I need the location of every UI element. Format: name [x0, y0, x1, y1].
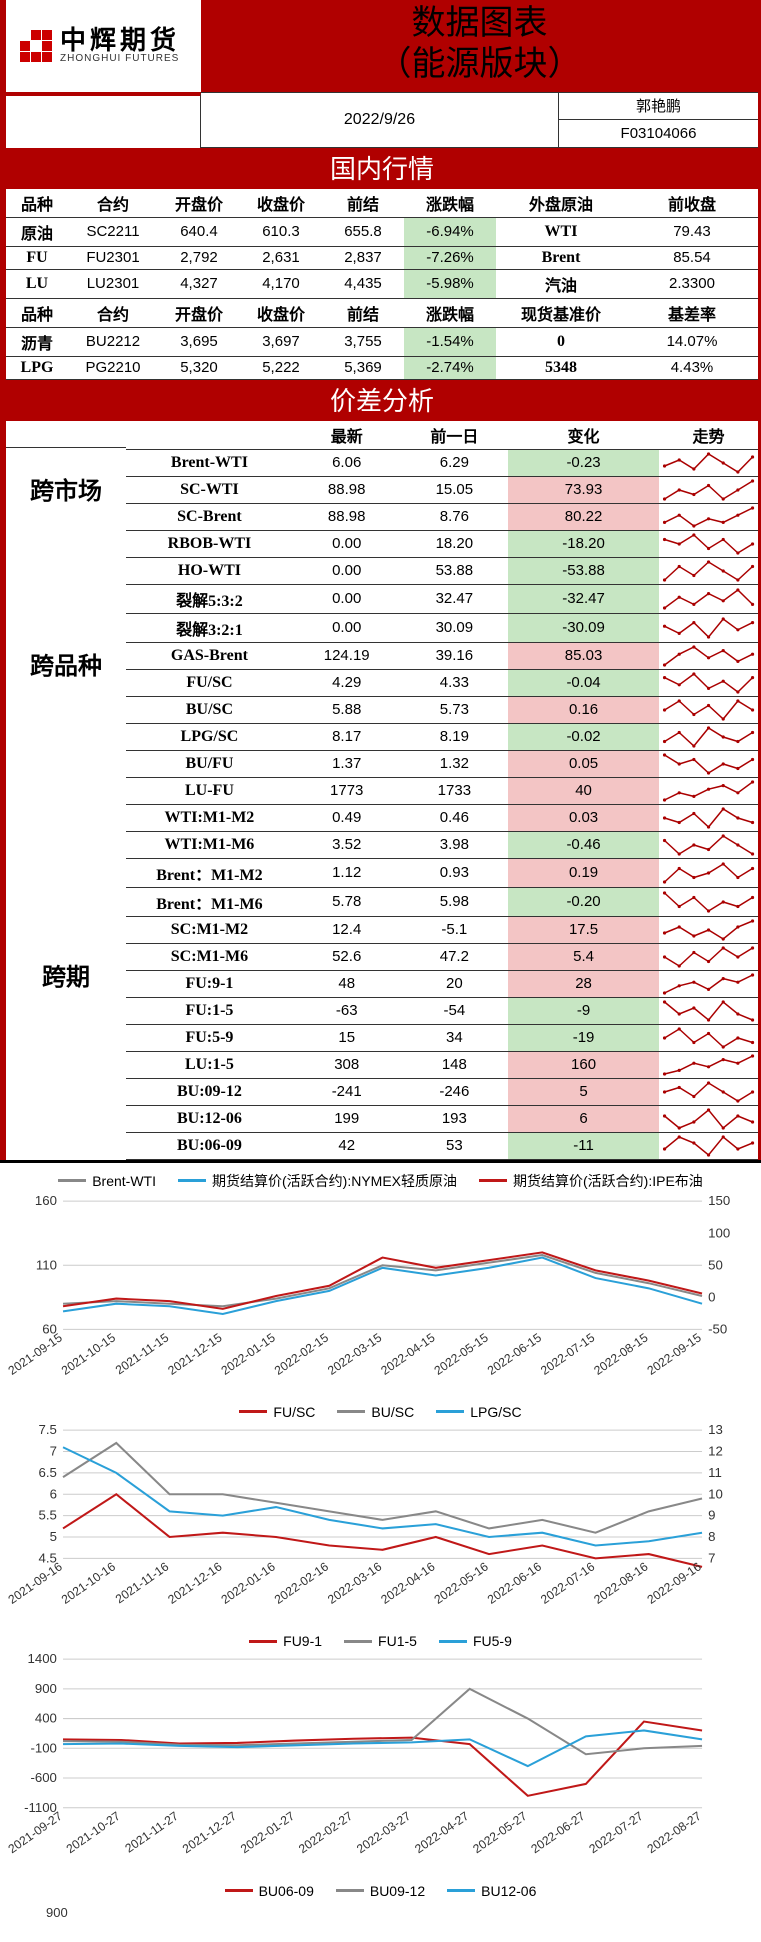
svg-text:2022-02-15: 2022-02-15: [272, 1330, 331, 1377]
svg-text:2021-11-16: 2021-11-16: [113, 1559, 172, 1606]
logo-icon: [20, 30, 52, 62]
svg-text:1400: 1400: [27, 1651, 56, 1666]
svg-text:900: 900: [35, 1681, 57, 1696]
svg-text:12: 12: [708, 1443, 723, 1458]
svg-text:2022-03-27: 2022-03-27: [354, 1809, 413, 1856]
meta-row: 2022/9/26 郭艳鹏 F03104066: [6, 92, 758, 148]
svg-text:2021-09-27: 2021-09-27: [6, 1809, 65, 1856]
svg-text:50: 50: [708, 1257, 723, 1272]
svg-text:7.5: 7.5: [39, 1422, 57, 1437]
svg-text:2021-12-15: 2021-12-15: [165, 1330, 224, 1377]
svg-text:10: 10: [708, 1486, 723, 1501]
svg-text:2022-03-15: 2022-03-15: [325, 1330, 384, 1377]
svg-text:2022-05-15: 2022-05-15: [432, 1330, 491, 1377]
chart-crude: Brent-WTI期货结算价(活跃合约):NYMEX轻质原油期货结算价(活跃合约…: [4, 1171, 757, 1386]
svg-text:2022-07-15: 2022-07-15: [538, 1330, 597, 1377]
svg-text:400: 400: [35, 1711, 57, 1726]
svg-text:2022-08-15: 2022-08-15: [591, 1330, 650, 1377]
svg-text:11: 11: [708, 1465, 722, 1480]
svg-text:13: 13: [708, 1422, 723, 1437]
section-spread: 价差分析: [6, 380, 758, 421]
svg-text:2022-09-16: 2022-09-16: [645, 1559, 704, 1606]
svg-text:100: 100: [708, 1225, 730, 1240]
svg-text:8: 8: [708, 1529, 715, 1544]
svg-text:2022-01-16: 2022-01-16: [219, 1559, 278, 1606]
spread-wrap: 跨市场跨品种跨期 最新前一日变化走势Brent-WTI6.066.29-0.23…: [6, 421, 758, 1160]
svg-text:110: 110: [36, 1257, 57, 1272]
svg-text:2021-12-27: 2021-12-27: [180, 1809, 239, 1856]
svg-text:-600: -600: [30, 1770, 56, 1785]
title-line1: 数据图表: [201, 4, 758, 45]
domestic-table: 品种合约开盘价收盘价前结涨跌幅外盘原油前收盘原油SC2211640.4610.3…: [6, 189, 758, 380]
svg-text:2022-06-16: 2022-06-16: [485, 1559, 544, 1606]
svg-text:2022-04-27: 2022-04-27: [412, 1809, 471, 1856]
chart-fu-spreads: FU9-1FU1-5FU5-9-1100-600-100400900140020…: [4, 1633, 757, 1865]
svg-text:2022-05-27: 2022-05-27: [470, 1809, 529, 1856]
svg-text:-100: -100: [30, 1741, 56, 1756]
svg-text:2022-04-15: 2022-04-15: [378, 1330, 437, 1377]
logo-en: ZHONGHUI FUTURES: [60, 54, 180, 65]
svg-text:2022-08-27: 2022-08-27: [645, 1809, 704, 1856]
author-name: 郭艳鹏: [558, 92, 758, 120]
svg-text:7: 7: [708, 1550, 715, 1565]
svg-text:5: 5: [50, 1529, 57, 1544]
report-date: 2022/9/26: [201, 92, 558, 148]
svg-text:2022-01-27: 2022-01-27: [238, 1809, 297, 1856]
section-domestic: 国内行情: [6, 148, 758, 189]
svg-text:6.5: 6.5: [39, 1465, 57, 1480]
svg-text:2022-01-15: 2022-01-15: [219, 1330, 278, 1377]
header-row: 中辉期货 ZHONGHUI FUTURES 数据图表 （能源版块）: [6, 0, 758, 92]
svg-text:2021-11-27: 2021-11-27: [122, 1809, 181, 1856]
svg-text:2021-10-16: 2021-10-16: [59, 1559, 118, 1606]
svg-text:2021-09-15: 2021-09-15: [6, 1330, 65, 1377]
svg-text:6: 6: [50, 1486, 57, 1501]
page-title: 数据图表 （能源版块）: [201, 0, 758, 92]
svg-text:0: 0: [708, 1289, 715, 1304]
logo-cn: 中辉期货: [60, 27, 180, 54]
chart-ratios: FU/SCBU/SCLPG/SC4.555.566.577.5789101112…: [4, 1404, 757, 1615]
svg-text:2022-02-16: 2022-02-16: [272, 1559, 331, 1606]
title-line2: （能源版块）: [201, 45, 758, 86]
svg-text:2021-10-15: 2021-10-15: [59, 1330, 118, 1377]
svg-text:2021-10-27: 2021-10-27: [64, 1809, 123, 1856]
svg-text:2022-03-16: 2022-03-16: [325, 1559, 384, 1606]
svg-text:2022-05-16: 2022-05-16: [432, 1559, 491, 1606]
chart-bu-spreads: BU06-09BU09-12BU12-06900: [4, 1883, 757, 1920]
svg-text:9: 9: [708, 1508, 715, 1523]
svg-text:-50: -50: [708, 1321, 727, 1336]
svg-text:150: 150: [708, 1193, 730, 1208]
author-code: F03104066: [558, 119, 758, 148]
svg-text:2022-06-15: 2022-06-15: [485, 1330, 544, 1377]
svg-text:7: 7: [50, 1443, 57, 1458]
svg-text:2022-06-27: 2022-06-27: [528, 1809, 587, 1856]
spread-table: 最新前一日变化走势Brent-WTI6.066.29-0.23SC-WTI88.…: [126, 421, 758, 1160]
svg-text:160: 160: [35, 1193, 57, 1208]
svg-text:2021-12-16: 2021-12-16: [165, 1559, 224, 1606]
svg-text:2021-11-15: 2021-11-15: [113, 1330, 172, 1377]
logo: 中辉期货 ZHONGHUI FUTURES: [6, 0, 201, 92]
svg-text:2022-04-16: 2022-04-16: [378, 1559, 437, 1606]
svg-text:2021-09-16: 2021-09-16: [6, 1559, 65, 1606]
svg-text:2022-09-15: 2022-09-15: [645, 1330, 704, 1377]
charts-area: Brent-WTI期货结算价(活跃合约):NYMEX轻质原油期货结算价(活跃合约…: [0, 1160, 761, 1942]
svg-text:5.5: 5.5: [39, 1508, 57, 1523]
svg-text:2022-02-27: 2022-02-27: [296, 1809, 355, 1856]
svg-text:2022-08-16: 2022-08-16: [591, 1559, 650, 1606]
svg-text:2022-07-27: 2022-07-27: [587, 1809, 646, 1856]
svg-text:2022-07-16: 2022-07-16: [538, 1559, 597, 1606]
